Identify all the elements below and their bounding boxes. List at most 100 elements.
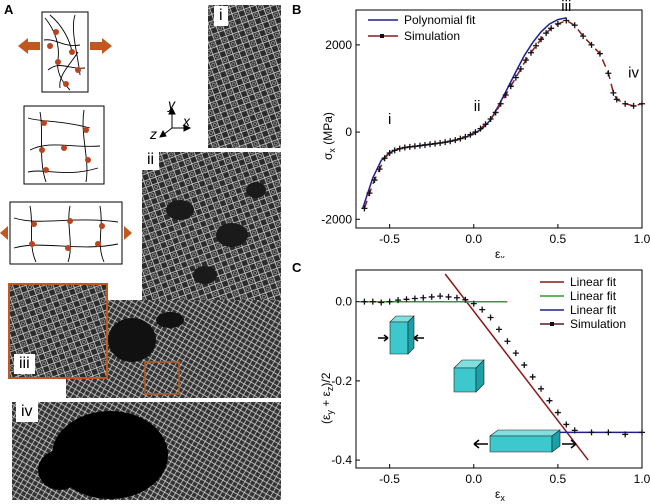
sim-point-b [610, 89, 617, 96]
stage-annotation-b: i [388, 111, 391, 128]
sim-point-b [554, 20, 561, 27]
compressed-block-icon [378, 315, 424, 355]
sim-point-b [457, 135, 464, 142]
sim-point-c [420, 294, 427, 301]
stage-annotation-b: iv [628, 65, 639, 82]
sim-point-b [580, 33, 587, 40]
sim-point-c [487, 314, 494, 321]
sim-point-c [504, 338, 511, 345]
sim-point-b [543, 30, 550, 37]
x-tick-label-b: -0.5 [379, 232, 400, 246]
sim-point-c [563, 421, 570, 428]
x-axis-label-b: εx [495, 247, 505, 258]
x-tick-label-c: 0.5 [550, 472, 567, 486]
x-tick-label-c: 1.0 [634, 472, 650, 486]
sim-point-b [421, 141, 428, 148]
y-tick-label-b: 0 [345, 125, 352, 139]
panel-b-letter: B [292, 2, 302, 17]
sim-point-b [487, 116, 494, 122]
sim-point-b [622, 100, 629, 107]
sim-point-b [447, 138, 454, 145]
sim-point-b [376, 166, 383, 173]
chart-b: -0.5 0.0 0.5 1.0-200002000iiiiiiivPolynomia… [321, 0, 650, 258]
sim-point-b [605, 70, 612, 77]
y-tick-label-c: 0.0 [335, 295, 352, 309]
sim-point-b [571, 22, 578, 29]
plot-frame-b [355, 9, 643, 229]
sim-point-c [512, 350, 519, 357]
cube-icon [453, 359, 485, 393]
micrograph-ii-voids [166, 182, 266, 284]
sim-point-c [361, 298, 368, 305]
sim-point-b [477, 125, 484, 132]
sim-point-b [548, 25, 555, 32]
zoom-box [144, 361, 180, 395]
sim-point-b [588, 41, 595, 48]
sim-point-b [411, 143, 418, 150]
sim-point-c [622, 431, 629, 438]
stage-annotation-b: ii [474, 98, 481, 115]
x-axis-label-c: εx [495, 487, 505, 503]
sim-point-c [378, 299, 385, 306]
sim-point-b [522, 57, 529, 64]
stage-label-ii: ii [142, 150, 160, 170]
x-tick-label-b: 1.0 [634, 232, 650, 246]
sim-point-c [369, 298, 376, 305]
sim-point-c [571, 427, 578, 434]
x-tick-label-c: -0.5 [379, 472, 400, 486]
sim-point-c [437, 293, 444, 300]
legend-marker-c [550, 322, 554, 326]
sim-point-b [512, 74, 519, 81]
x-tick-label-c: 0.0 [465, 472, 482, 486]
sim-point-c [411, 295, 418, 302]
sim-point-b [472, 129, 479, 136]
sim-point-b [401, 144, 408, 151]
fit-line-c [444, 273, 589, 461]
sim-point-c [470, 300, 477, 307]
legend-label-b: Simulation [404, 29, 460, 43]
sim-point-b [492, 109, 499, 116]
sim-point-b [427, 141, 434, 148]
axis-y-label: y [168, 96, 175, 112]
legend-label-b: Polynomial fit [404, 13, 476, 27]
x-tick-label-b: 0.5 [550, 232, 567, 246]
sim-point-b [563, 17, 570, 24]
sim-point-c [462, 296, 469, 303]
sim-point-b [396, 145, 403, 152]
sim-point-c [395, 297, 402, 304]
y-axis-label-b: σx (MPa) [321, 112, 337, 160]
stage-label-iv: iv [16, 402, 38, 422]
y-tick-label-c: -0.4 [331, 453, 352, 467]
sim-point-c [496, 326, 502, 333]
schematic-relaxed [23, 105, 105, 185]
sim-point-b [386, 150, 393, 157]
sim-point-c [521, 362, 528, 369]
sim-point-b [502, 92, 509, 99]
axes-triad [159, 106, 192, 138]
panel-a-letter: A [4, 2, 14, 17]
sim-point-b [437, 139, 444, 146]
legend-label-c: Linear fit [570, 275, 617, 289]
y-tick-label-c: -0.2 [331, 374, 352, 388]
sim-point-c [386, 298, 393, 305]
sim-point-b [452, 137, 459, 144]
axis-x-label: x [183, 113, 190, 129]
sim-point-c [538, 385, 545, 392]
micrograph-iv-voids [38, 411, 168, 499]
sim-point-c [639, 429, 645, 436]
y-axis-label-c: (εy + εz)/2 [319, 372, 335, 424]
sim-point-c [453, 294, 460, 301]
x-tick-label-b: 0.0 [465, 232, 482, 246]
micrograph-i [208, 5, 281, 148]
legend-label-c: Linear fit [570, 303, 617, 317]
sim-point-b [467, 131, 474, 138]
y-tick-label-b: 2000 [325, 38, 352, 52]
legend-label-c: Linear fit [570, 289, 617, 303]
sim-point-b [371, 177, 378, 184]
stage-label-iii: iii [14, 354, 35, 374]
micrograph-iii-voids [108, 312, 184, 362]
sim-point-c [546, 397, 553, 404]
sim-point-c [554, 409, 561, 416]
sim-point-c [428, 293, 435, 300]
legend-marker-b [380, 34, 384, 38]
